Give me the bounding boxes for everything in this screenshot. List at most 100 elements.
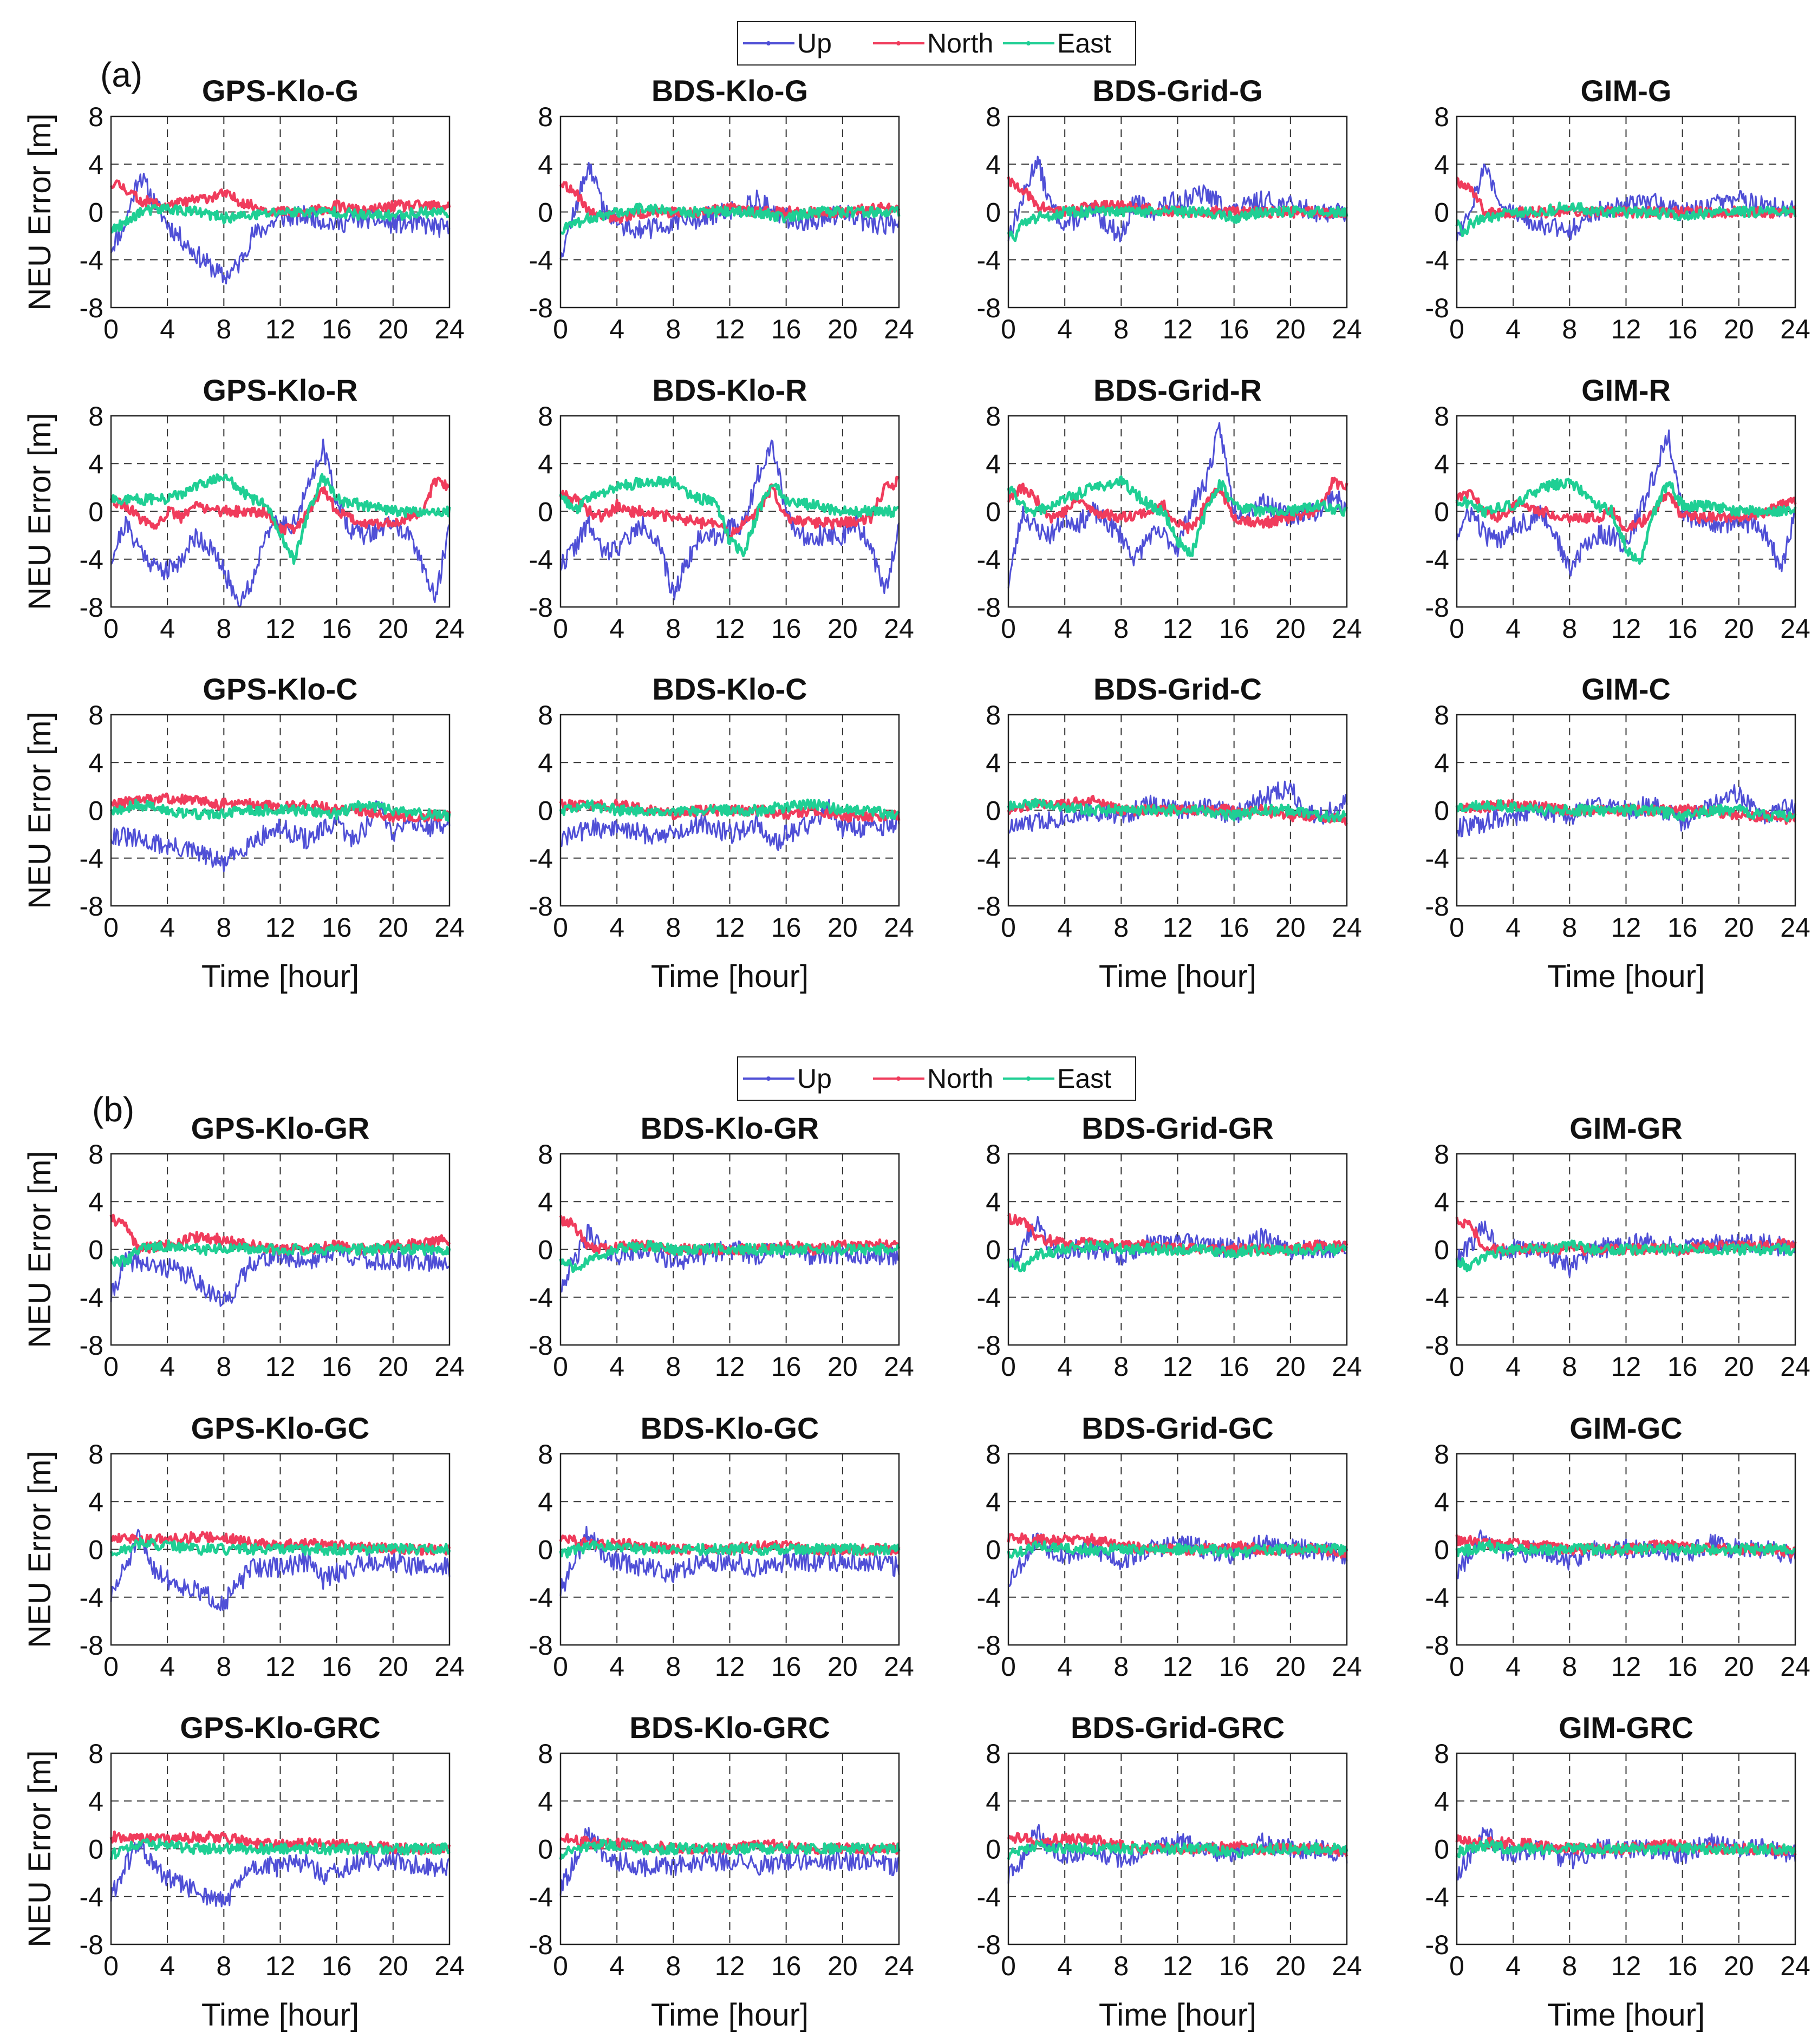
y-tick-label: 8 [1434,700,1449,730]
x-tick-label: 16 [1667,1651,1698,1682]
panel-title: BDS-Klo-GR [641,1111,819,1145]
y-tick-label: 0 [986,198,1001,228]
x-tick-label: 24 [884,1951,914,1981]
panel: 0 4 8 12 16 20 24 8 4 0 -4 -8 GIM-GRC Time [hour] [1425,1710,1810,2033]
y-tick-label: -4 [529,1882,553,1912]
series-line-east [109,1838,451,1860]
x-tick-label: 0 [103,1651,119,1682]
x-tick-label: 24 [1332,1351,1362,1382]
y-tick-label: -4 [977,245,1001,276]
series-line-up [1456,1529,1796,1579]
legend-marker-east [1026,1076,1031,1081]
x-tick-label: 12 [715,912,745,943]
panel-title: GIM-GR [1569,1111,1682,1145]
x-tick-label: 4 [1057,1351,1072,1382]
y-tick-label: 4 [1434,149,1449,180]
x-tick-label: 16 [1219,1951,1249,1981]
y-tick-label: 8 [538,1739,553,1769]
y-tick-label: -8 [1425,592,1449,623]
x-tick-label: 4 [609,314,624,344]
x-tick-label: 12 [1611,1351,1641,1382]
x-tick-label: 16 [1219,912,1249,943]
x-tick-label: 8 [666,1351,681,1382]
y-tick-label: 0 [538,1834,553,1865]
x-tick-label: 8 [216,912,231,943]
plot-frame [559,415,900,608]
y-tick-label: -8 [1425,891,1449,922]
series-line-east [109,1239,451,1268]
legend-label-up: Up [797,28,832,58]
panel-title: BDS-Grid-GR [1081,1111,1274,1145]
y-tick-label: 4 [88,1187,103,1217]
x-tick-label: 4 [1506,1651,1521,1682]
x-tick-label: 8 [216,1351,231,1382]
series-line-east [559,475,900,558]
x-tick-label: 20 [827,912,858,943]
panel-title: GIM-G [1581,74,1672,108]
y-tick-label: -4 [80,545,103,575]
series-line-east [559,203,901,235]
y-tick-label: 8 [986,1739,1001,1769]
y-tick-label: 4 [538,1786,553,1817]
panel: 0 4 8 12 16 20 24 8 4 0 -4 -8 BDS-Grid-R [977,373,1362,644]
legend-label-north: North [927,28,993,58]
panel-title: GPS-Klo-GC [191,1411,370,1445]
series-line-up [559,1224,900,1293]
x-tick-label: 20 [1275,912,1306,943]
y-tick-label: -8 [529,1330,553,1361]
x-tick-label: 16 [322,912,352,943]
x-axis-label: Time [hour] [201,959,359,994]
panel: 0 4 8 12 16 20 24 8 4 0 -4 -8 GPS-Klo-C NEU Error [m]… [22,672,465,994]
y-tick-label: -4 [1425,1882,1449,1912]
x-tick-label: 20 [1724,912,1754,943]
series-line-east [1455,1239,1796,1272]
x-tick-label: 20 [1724,1351,1754,1382]
x-tick-label: 12 [1163,1651,1193,1682]
x-tick-label: 8 [1562,314,1577,344]
x-tick-label: 24 [1780,1651,1810,1682]
x-tick-label: 12 [715,613,745,644]
x-tick-label: 16 [1219,314,1249,344]
y-tick-label: -4 [80,1283,103,1313]
x-tick-label: 16 [1219,1351,1249,1382]
x-tick-label: 24 [1780,912,1810,943]
x-tick-label: 12 [1163,1351,1193,1382]
x-tick-label: 20 [1275,1651,1306,1682]
x-tick-label: 12 [1611,613,1641,644]
x-tick-label: 0 [1001,1951,1016,1981]
panel-title: GPS-Klo-GRC [180,1710,380,1745]
x-tick-label: 24 [434,314,465,344]
y-tick-label: -8 [80,891,103,922]
x-tick-label: 24 [434,613,465,644]
x-tick-label: 24 [1780,1351,1810,1382]
x-tick-label: 0 [103,613,119,644]
x-tick-label: 4 [1057,1951,1072,1981]
plot-frame [1007,1453,1348,1646]
y-axis-label: NEU Error [m] [22,113,57,310]
series-line-east [1007,1840,1348,1860]
y-tick-label: -4 [1425,1583,1449,1613]
y-tick-label: 4 [538,449,553,479]
x-tick-label: 12 [265,1651,296,1682]
y-tick-label: -8 [80,592,103,623]
legend-box [737,21,1136,66]
x-tick-label: 8 [666,1951,681,1981]
y-tick-label: 8 [1434,102,1449,132]
y-axis-label: NEU Error [m] [22,1750,57,1947]
x-tick-label: 20 [1275,314,1306,344]
y-tick-label: -8 [529,891,553,922]
x-tick-label: 20 [1724,1651,1754,1682]
y-tick-label: -8 [1425,1330,1449,1361]
legend-box [737,1056,1136,1101]
x-tick-label: 0 [553,912,568,943]
plot-frame [1007,415,1348,608]
x-tick-label: 20 [827,613,858,644]
x-tick-label: 16 [771,1351,802,1382]
x-tick-label: 20 [378,1351,408,1382]
y-tick-label: 0 [1434,1834,1449,1865]
x-tick-label: 16 [322,314,352,344]
y-tick-label: 4 [88,1786,103,1817]
series-line-east [109,799,451,822]
y-tick-label: 8 [538,102,553,132]
